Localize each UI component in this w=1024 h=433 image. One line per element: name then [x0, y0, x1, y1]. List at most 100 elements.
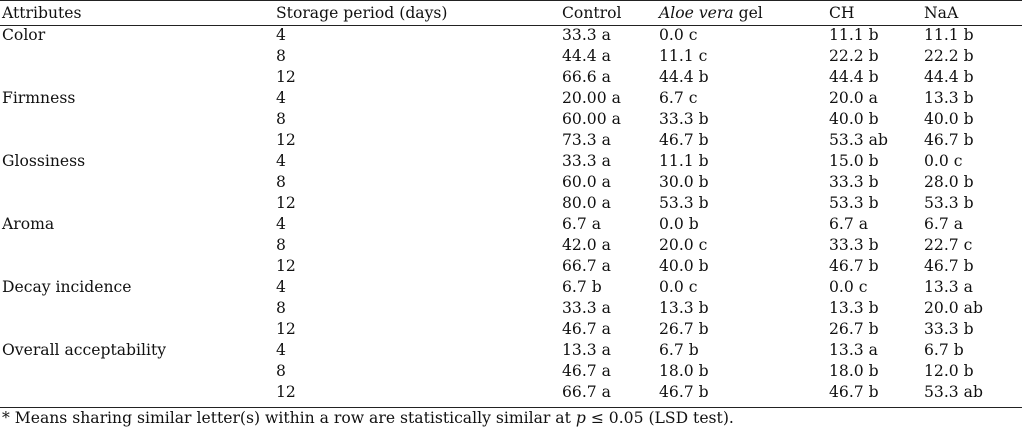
cell-aloe-vera-gel: 11.1 b: [659, 152, 709, 170]
cell-ch: 13.3 b: [829, 299, 879, 317]
cell-naa: 12.0 b: [924, 362, 974, 380]
cell-ch: 11.1 b: [829, 26, 879, 44]
cell-storage-days: 12: [276, 320, 296, 338]
cell-storage-days: 4: [276, 152, 286, 170]
cell-control: 46.7 a: [562, 362, 611, 380]
cell-attribute: Decay incidence: [2, 278, 132, 296]
table-footnote: * Means sharing similar letter(s) within…: [2, 408, 734, 429]
cell-ch: 20.0 a: [829, 89, 878, 107]
cell-attribute: [0, 130, 274, 151]
cell-ch: 53.3 ab: [829, 131, 888, 149]
cell-ch: 33.3 b: [829, 173, 879, 191]
cell-aloe-vera-gel: 6.7 c: [659, 89, 698, 107]
cell-control: 33.3 a: [562, 152, 611, 170]
cell-control: 20.00 a: [562, 89, 621, 107]
header-aloe-rest: gel: [733, 4, 763, 22]
cell-naa: 28.0 b: [924, 173, 974, 191]
header-aloe-vera-gel: Aloe vera gel: [657, 2, 827, 25]
cell-naa: 33.3 b: [924, 320, 974, 338]
header-naa: NaA: [924, 4, 959, 22]
cell-naa: 13.3 b: [924, 89, 974, 107]
cell-ch: 46.7 b: [829, 257, 879, 275]
cell-storage-days: 8: [276, 47, 286, 65]
cell-control: 6.7 b: [562, 278, 602, 296]
cell-aloe-vera-gel: 13.3 b: [659, 299, 709, 317]
cell-aloe-vera-gel: 46.7 b: [659, 383, 709, 401]
table-row: 8 33.3 a 13.3 b 13.3 b 20.0 ab: [0, 298, 1022, 319]
cell-ch: 22.2 b: [829, 47, 879, 65]
table-row: 12 73.3 a 46.7 b 53.3 ab 46.7 b: [0, 130, 1022, 151]
cell-attribute: [0, 298, 274, 319]
table-row: 12 66.6 a 44.4 b 44.4 b 44.4 b: [0, 67, 1022, 88]
cell-control: 6.7 a: [562, 215, 602, 233]
cell-aloe-vera-gel: 0.0 b: [659, 215, 699, 233]
cell-control: 66.7 a: [562, 257, 611, 275]
cell-control: 33.3 a: [562, 299, 611, 317]
cell-attribute: Glossiness: [2, 152, 86, 170]
results-table: Attributes Storage period (days) Control…: [0, 2, 1022, 403]
cell-ch: 18.0 b: [829, 362, 879, 380]
cell-control: 66.7 a: [562, 383, 611, 401]
cell-attribute: [0, 172, 274, 193]
cell-storage-days: 12: [276, 131, 296, 149]
cell-attribute: [0, 319, 274, 340]
table-body: Color 4 33.3 a 0.0 c 11.1 b 11.1 b 8 44.4 a 11.1…: [0, 25, 1022, 403]
cell-naa: 13.3 a: [924, 278, 973, 296]
cell-naa: 53.3 b: [924, 194, 974, 212]
cell-storage-days: 8: [276, 236, 286, 254]
cell-attribute: [0, 193, 274, 214]
cell-control: 66.6 a: [562, 68, 611, 86]
cell-aloe-vera-gel: 0.0 c: [659, 26, 698, 44]
table-row: 8 46.7 a 18.0 b 18.0 b 12.0 b: [0, 361, 1022, 382]
cell-ch: 13.3 a: [829, 341, 878, 359]
cell-naa: 46.7 b: [924, 257, 974, 275]
cell-naa: 20.0 ab: [924, 299, 983, 317]
header-aloe-italic: Aloe vera: [659, 4, 734, 22]
cell-attribute: [0, 67, 274, 88]
table-row: Overall acceptability 4 13.3 a 6.7 b 13.3 a 6…: [0, 340, 1022, 361]
cell-naa: 44.4 b: [924, 68, 974, 86]
cell-aloe-vera-gel: 18.0 b: [659, 362, 709, 380]
cell-naa: 6.7 a: [924, 215, 964, 233]
table-row: Decay incidence 4 6.7 b 0.0 c 0.0 c 13.3 a: [0, 277, 1022, 298]
cell-attribute: [0, 109, 274, 130]
cell-storage-days: 8: [276, 362, 286, 380]
cell-attribute: Color: [2, 26, 46, 44]
table-row: 8 60.00 a 33.3 b 40.0 b 40.0 b: [0, 109, 1022, 130]
cell-control: 42.0 a: [562, 236, 611, 254]
cell-ch: 15.0 b: [829, 152, 879, 170]
header-attributes: Attributes: [2, 4, 82, 22]
cell-storage-days: 4: [276, 341, 286, 359]
cell-attribute: [0, 235, 274, 256]
cell-attribute: [0, 361, 274, 382]
cell-storage-days: 4: [276, 278, 286, 296]
cell-control: 33.3 a: [562, 26, 611, 44]
footnote-text-after: ≤ 0.05 (LSD test).: [585, 409, 734, 427]
cell-aloe-vera-gel: 44.4 b: [659, 68, 709, 86]
table-row: Aroma 4 6.7 a 0.0 b 6.7 a 6.7 a: [0, 214, 1022, 235]
table-row: 12 66.7 a 40.0 b 46.7 b 46.7 b: [0, 256, 1022, 277]
cell-control: 80.0 a: [562, 194, 611, 212]
cell-aloe-vera-gel: 46.7 b: [659, 131, 709, 149]
cell-naa: 22.7 c: [924, 236, 973, 254]
cell-storage-days: 8: [276, 299, 286, 317]
cell-aloe-vera-gel: 0.0 c: [659, 278, 698, 296]
cell-storage-days: 4: [276, 215, 286, 233]
table-header-rule: [0, 25, 1022, 26]
cell-ch: 6.7 a: [829, 215, 869, 233]
cell-ch: 46.7 b: [829, 383, 879, 401]
cell-ch: 33.3 b: [829, 236, 879, 254]
table-bottom-rule: [0, 407, 1022, 408]
table-row: 8 44.4 a 11.1 c 22.2 b 22.2 b: [0, 46, 1022, 67]
cell-ch: 40.0 b: [829, 110, 879, 128]
cell-attribute: [0, 382, 274, 403]
cell-naa: 6.7 b: [924, 341, 964, 359]
cell-naa: 40.0 b: [924, 110, 974, 128]
table-header-row: Attributes Storage period (days) Control…: [0, 2, 1022, 25]
cell-storage-days: 4: [276, 26, 286, 44]
table-top-rule: [0, 0, 1022, 1]
header-ch: CH: [829, 4, 855, 22]
cell-ch: 0.0 c: [829, 278, 868, 296]
footnote-p-symbol: p: [575, 409, 586, 427]
table-row: 12 66.7 a 46.7 b 46.7 b 53.3 ab: [0, 382, 1022, 403]
